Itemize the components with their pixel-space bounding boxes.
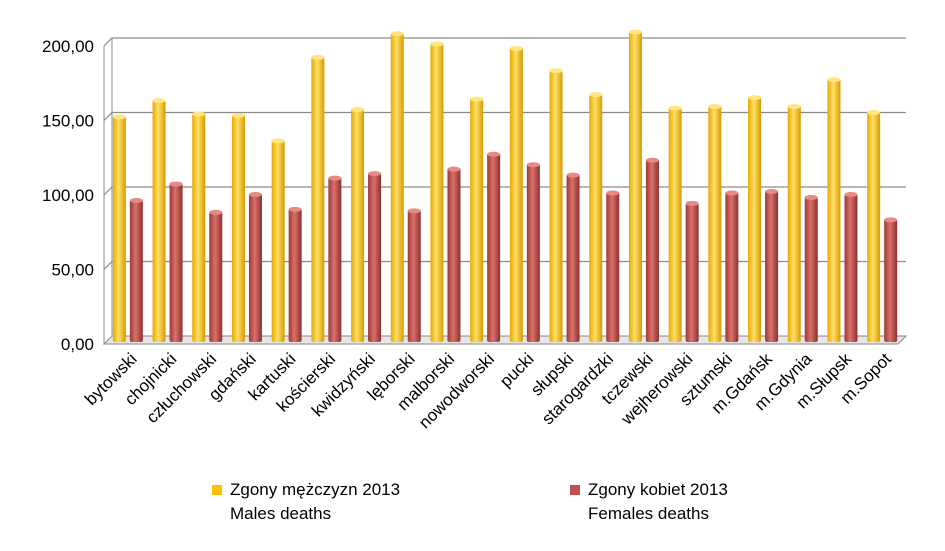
chart-floor [102, 335, 908, 345]
gridline [103, 260, 906, 270]
legend-item-males: Zgony mężczyzn 2013 Males deaths [212, 480, 400, 524]
grid-lines [102, 37, 908, 345]
bar-males [787, 104, 801, 342]
bar-females [129, 197, 143, 342]
gridline [103, 111, 906, 121]
y-axis: 0,00 50,00 100,00 150,00 200,00 [42, 37, 94, 354]
bar-males [708, 104, 722, 342]
bar-females [169, 181, 183, 342]
bar-males [589, 92, 603, 343]
legend-item-females: Zgony kobiet 2013 Females deaths [570, 480, 728, 524]
bars [112, 29, 898, 343]
bar-females [884, 217, 898, 342]
bar-males [390, 31, 404, 343]
bar-females [725, 190, 739, 342]
bar-females [209, 209, 223, 342]
y-tick-label: 50,00 [51, 261, 94, 280]
y-tick-label: 100,00 [42, 186, 94, 205]
bar-males [311, 54, 325, 343]
bar-females [288, 206, 302, 342]
bar-females [804, 194, 818, 342]
bar-males [271, 138, 285, 342]
bar-males [509, 45, 523, 343]
bar-males [668, 105, 682, 342]
bar-males [470, 96, 484, 343]
bar-females [844, 192, 858, 342]
bar-males [231, 113, 245, 342]
legend-sublabel-females: Females deaths [588, 504, 709, 523]
legend-swatch-males [212, 485, 222, 495]
x-axis: bytowskichojnickiczłuchowskigdańskikartu… [81, 349, 895, 432]
legend-label-females: Zgony kobiet 2013 [588, 480, 728, 499]
bar-males [748, 95, 762, 342]
bar-males [192, 111, 206, 342]
bar-females [765, 189, 779, 342]
bar-males [867, 110, 881, 342]
y-tick-label: 150,00 [42, 112, 94, 131]
legend-swatch-females [570, 485, 580, 495]
bar-females [368, 171, 382, 342]
bar-males [827, 77, 841, 342]
y-tick-label: 200,00 [42, 37, 94, 56]
bar-males [628, 29, 642, 342]
bar-males [430, 41, 444, 343]
bar-females [487, 151, 501, 342]
gridline [103, 37, 906, 47]
bar-females [447, 166, 461, 342]
bar-males [152, 98, 166, 342]
bar-males [351, 107, 365, 342]
legend-label-males: Zgony mężczyzn 2013 [230, 480, 401, 499]
bar-females [407, 208, 421, 342]
gridline [103, 186, 906, 196]
bar-males [112, 114, 126, 342]
bar-males [549, 68, 563, 342]
bar-females [645, 157, 659, 342]
bar-females [566, 172, 580, 342]
bar-females [606, 190, 620, 342]
bar-females [526, 162, 540, 342]
y-tick-label: 0,00 [61, 335, 94, 354]
legend-sublabel-males: Males deaths [230, 504, 332, 523]
bar-females [685, 200, 699, 342]
bar-females [248, 192, 262, 342]
bar-females [328, 175, 342, 342]
